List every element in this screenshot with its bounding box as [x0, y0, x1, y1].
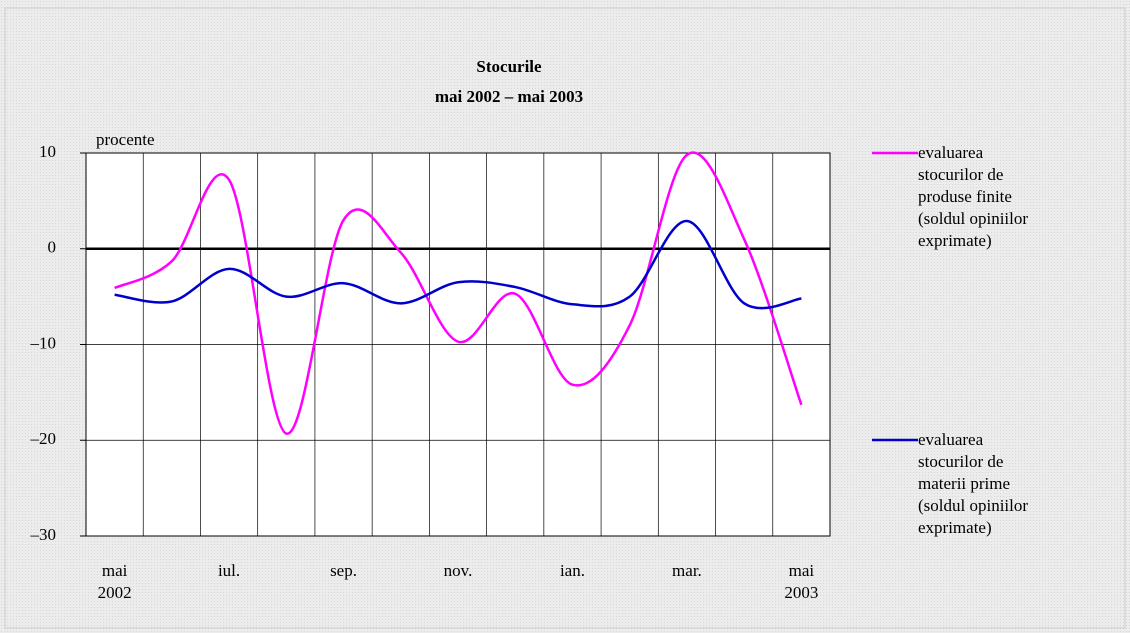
x-tick-label: ian.	[559, 561, 585, 580]
frame	[4, 7, 1126, 629]
y-tick-label: 10	[39, 142, 56, 161]
chart-subtitle: mai 2002 – mai 2003	[435, 87, 583, 106]
legend-label: evaluarea stocurilor de produse finite (…	[918, 143, 1029, 250]
x-tick-label: mai 2002	[97, 561, 132, 602]
y-tick-label: –20	[30, 429, 57, 448]
y-tick-label: 0	[48, 238, 57, 257]
series-line	[114, 151, 803, 435]
x-tick-label: iul.	[217, 561, 241, 580]
y-tick-label: –30	[30, 525, 57, 544]
x-tick-label: nov.	[443, 561, 473, 580]
x-tick-label: mar.	[672, 561, 702, 580]
series-line	[114, 219, 802, 310]
x-tick-label: sep.	[330, 561, 357, 580]
y-tick-label: –10	[30, 333, 57, 352]
y-axis-label: procente	[96, 130, 155, 149]
chart-title: Stocurile	[476, 57, 542, 76]
legend-label: evaluarea stocurilor de materii prime (s…	[918, 430, 1029, 537]
x-tick-label: mai 2003	[784, 561, 819, 602]
